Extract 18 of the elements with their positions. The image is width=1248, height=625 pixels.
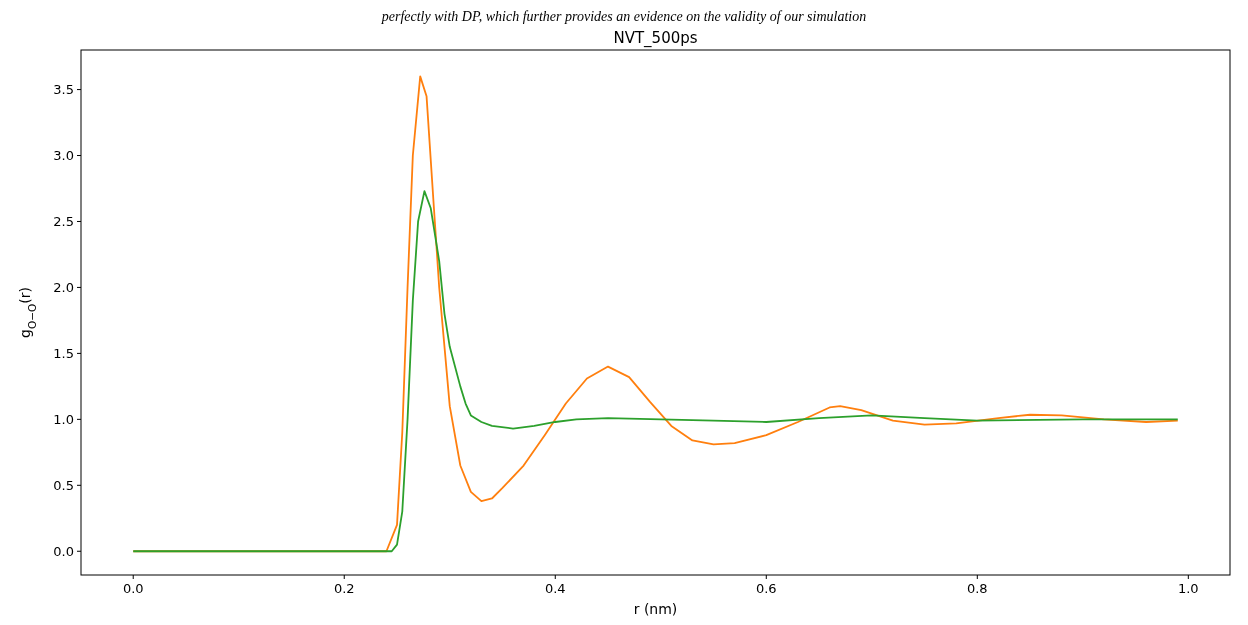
text: perfectly with DP, which further provides an evidence on the validity of our simulation	[380, 9, 867, 24]
chart-title: NVT_500ps	[613, 29, 698, 48]
x-tick-label: 0.8	[966, 581, 988, 596]
x-tick-label: 1.0	[1177, 581, 1199, 596]
x-axis-title: r (nm)	[633, 601, 678, 617]
y-tick-label: 1.0	[53, 411, 74, 427]
x-tick-label: 0.0	[122, 581, 144, 596]
x-tick-label: 0.6	[755, 581, 777, 596]
line-series	[132, 190, 1179, 553]
y-tick-label: 0.5	[53, 477, 74, 493]
y-tick-label: 3.5	[53, 82, 74, 98]
x-tick-label: 0.4	[544, 581, 566, 596]
y-tick-label: 0.0	[53, 543, 74, 559]
y-tick-label: 3.0	[53, 148, 74, 164]
y-tick-label: 2.5	[53, 213, 74, 229]
y-tick-label: 1.5	[53, 345, 74, 361]
x-tick-label: 0.2	[333, 581, 355, 596]
y-tick-label: 2.0	[53, 279, 74, 295]
